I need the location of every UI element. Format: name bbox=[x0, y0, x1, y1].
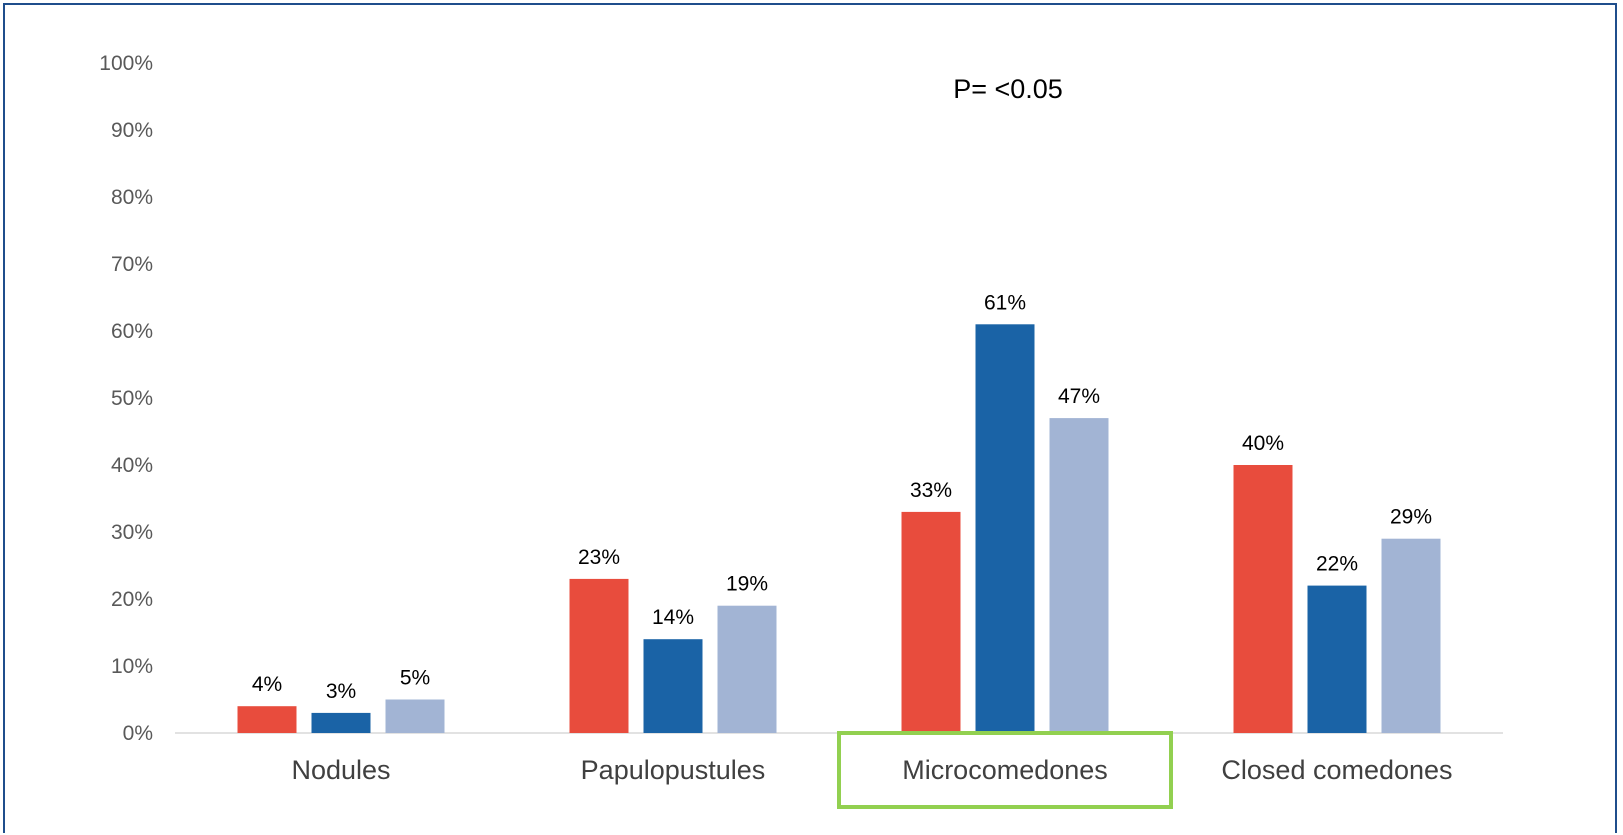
data-labels: 4% 3% 5% 23% 14% 19% 33% 61% 47% 40% 22% 29% bbox=[252, 291, 1432, 703]
bar-value-label: 19% bbox=[726, 573, 768, 596]
bar bbox=[717, 605, 777, 733]
bar-value-label: 40% bbox=[1242, 432, 1284, 455]
highlight-box bbox=[837, 731, 1173, 809]
bar-value-label: 5% bbox=[400, 667, 430, 690]
y-tick-label: 60% bbox=[111, 320, 153, 343]
category-label: Microcomedones bbox=[902, 755, 1108, 785]
bar bbox=[385, 699, 445, 733]
bar bbox=[901, 511, 961, 733]
bar-value-label: 4% bbox=[252, 673, 282, 696]
bar-value-label: 33% bbox=[910, 479, 952, 502]
chart-frame: 0% 10% 20% 30% 40% 50% 60% 70% 80% 90% 100% 4% 3% 5%… bbox=[3, 3, 1617, 833]
bar-value-label: 14% bbox=[652, 606, 694, 629]
bar bbox=[643, 639, 703, 733]
bar bbox=[1381, 538, 1441, 733]
y-tick-label: 50% bbox=[111, 387, 153, 410]
bar-value-label: 47% bbox=[1058, 385, 1100, 408]
y-tick-label: 70% bbox=[111, 253, 153, 276]
bar bbox=[237, 706, 297, 733]
y-tick-label: 0% bbox=[123, 722, 153, 745]
bar bbox=[311, 712, 371, 733]
category-label: Nodules bbox=[291, 755, 390, 785]
bars bbox=[237, 324, 1441, 733]
y-tick-label: 90% bbox=[111, 119, 153, 142]
y-axis-tick-labels: 0% 10% 20% 30% 40% 50% 60% 70% 80% 90% 100% bbox=[99, 52, 153, 745]
category-label: Closed comedones bbox=[1221, 755, 1452, 785]
bar bbox=[1233, 465, 1293, 733]
bar bbox=[975, 324, 1035, 733]
bar-value-label: 22% bbox=[1316, 553, 1358, 576]
bar-chart: 0% 10% 20% 30% 40% 50% 60% 70% 80% 90% 100% 4% 3% 5%… bbox=[99, 52, 1503, 809]
bar-value-label: 3% bbox=[326, 680, 356, 703]
y-tick-label: 40% bbox=[111, 454, 153, 477]
y-tick-label: 80% bbox=[111, 186, 153, 209]
bar-value-label: 61% bbox=[984, 291, 1026, 314]
y-tick-label: 20% bbox=[111, 588, 153, 611]
bar-value-label: 23% bbox=[578, 546, 620, 569]
bar bbox=[1307, 585, 1367, 733]
p-value-annotation: P= <0.05 bbox=[953, 74, 1063, 104]
y-tick-label: 100% bbox=[99, 52, 153, 75]
y-tick-label: 30% bbox=[111, 521, 153, 544]
category-label: Papulopustules bbox=[581, 755, 766, 785]
bar-value-label: 29% bbox=[1390, 506, 1432, 529]
category-labels: Nodules Papulopustules Microcomedones Close… bbox=[291, 755, 1452, 785]
bar bbox=[1049, 418, 1109, 733]
bar bbox=[569, 578, 629, 733]
y-tick-label: 10% bbox=[111, 655, 153, 678]
